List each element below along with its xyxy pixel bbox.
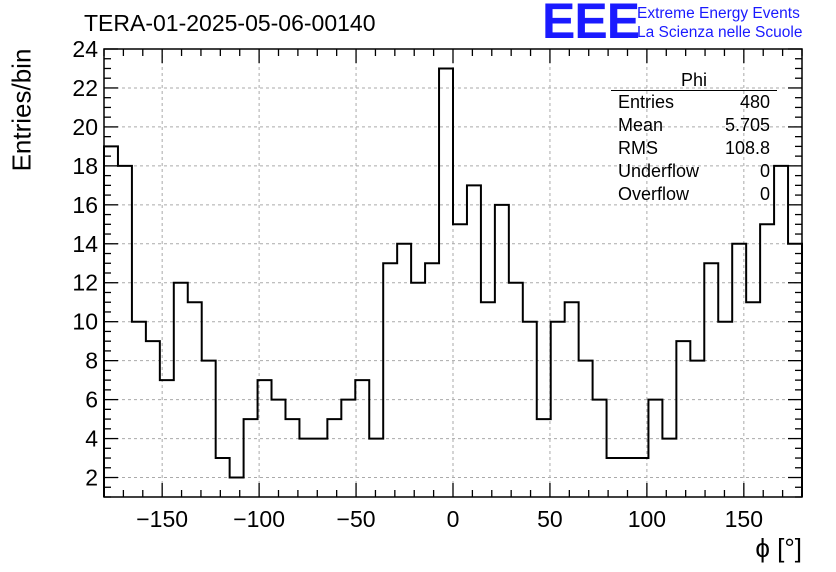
- y-tick-label: 4: [85, 426, 98, 452]
- x-tick-label: 50: [537, 506, 563, 532]
- y-tick-label: 12: [72, 270, 98, 296]
- stats-row-entries: Entries 480: [611, 91, 777, 114]
- histogram-line: [103, 67, 803, 497]
- y-tick-label: 8: [85, 348, 98, 374]
- y-tick-label: 18: [72, 153, 98, 179]
- stats-value: 5.705: [724, 115, 770, 135]
- stats-box: Phi Entries 480 Mean 5.705 RMS 108.8 Und…: [611, 70, 777, 206]
- y-tick-label: 6: [85, 387, 98, 413]
- x-axis-label: ϕ [°]: [755, 533, 802, 563]
- y-tick-label: 22: [72, 75, 98, 101]
- y-tick-label: 20: [72, 114, 98, 140]
- stats-label: Entries: [618, 92, 675, 112]
- x-tick-label: −100: [233, 506, 285, 532]
- stats-row-overflow: Overflow 0: [611, 183, 777, 206]
- logo-caption: Extreme Energy Events La Scienza nelle S…: [637, 4, 802, 42]
- stats-label: Underflow: [618, 161, 700, 181]
- eee-logo: EEE: [542, 0, 640, 49]
- stats-label: Mean: [618, 115, 664, 135]
- stats-title: Phi: [611, 70, 777, 91]
- x-tick-label: 0: [447, 506, 460, 532]
- stats-row-mean: Mean 5.705: [611, 114, 777, 137]
- chart-title: TERA-01-2025-05-06-00140: [84, 10, 376, 36]
- y-tick-label: 2: [85, 465, 98, 491]
- stats-value: 480: [739, 92, 770, 112]
- stats-row-underflow: Underflow 0: [611, 160, 777, 183]
- stats-value: 108.8: [724, 138, 770, 158]
- y-tick-label: 14: [72, 231, 98, 257]
- stats-row-rms: RMS 108.8: [611, 137, 777, 160]
- y-tick-label: 24: [72, 36, 98, 62]
- stats-label: Overflow: [618, 184, 690, 204]
- stats-value: 0: [759, 184, 770, 204]
- x-tick-label: −150: [136, 506, 188, 532]
- stats-value: 0: [759, 161, 770, 181]
- logo-caption-line2: La Scienza nelle Scuole: [637, 24, 803, 41]
- x-tick-label: −50: [337, 506, 376, 532]
- stats-label: RMS: [618, 138, 658, 158]
- x-tick-label: 100: [628, 506, 666, 532]
- x-tick-label: 150: [725, 506, 763, 532]
- y-tick-label: 10: [72, 309, 98, 335]
- logo-caption-line1: Extreme Energy Events: [637, 5, 800, 22]
- y-tick-label: 16: [72, 192, 98, 218]
